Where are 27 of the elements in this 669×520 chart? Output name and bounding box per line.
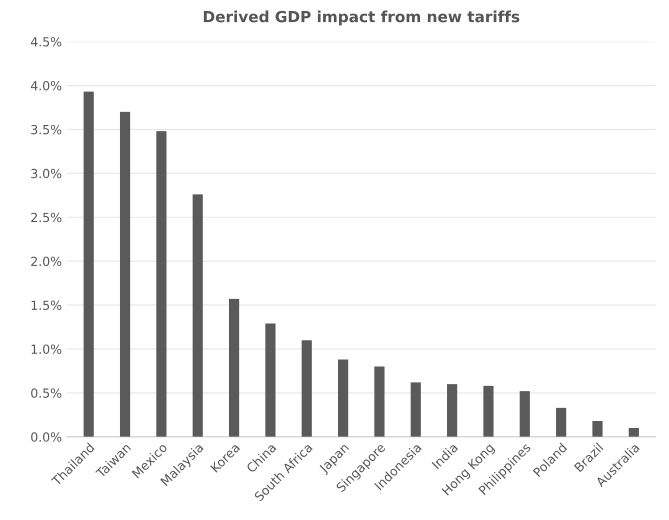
bar <box>628 428 639 437</box>
bar <box>84 92 94 437</box>
y-tick-label: 0.5% <box>31 388 62 398</box>
y-tick-label: 3.5% <box>31 124 62 134</box>
bar <box>228 298 240 437</box>
y-tick-label: 3.0% <box>31 168 62 178</box>
y-tick-label: 0.0% <box>31 432 62 442</box>
bar <box>520 391 530 437</box>
y-tick-label: 1.0% <box>32 344 62 354</box>
bar <box>192 194 203 437</box>
bar <box>410 382 421 437</box>
chart-title: Derived GDP impact from new tariffs <box>204 10 520 26</box>
bar <box>120 112 130 437</box>
bar <box>156 131 166 437</box>
y-tick-label: 2.0% <box>31 256 62 266</box>
y-tick-label: 1.5% <box>32 300 62 310</box>
bar <box>338 360 348 437</box>
bar <box>483 386 494 437</box>
bar <box>556 408 566 437</box>
y-tick-label: 2.5% <box>31 212 62 222</box>
bar <box>302 340 312 437</box>
y-tick-label: 4.5% <box>30 37 62 47</box>
y-tick-label: 4.0% <box>30 80 62 90</box>
bar <box>265 324 276 437</box>
bar <box>592 420 603 437</box>
bar <box>374 366 385 437</box>
bar <box>447 384 458 437</box>
